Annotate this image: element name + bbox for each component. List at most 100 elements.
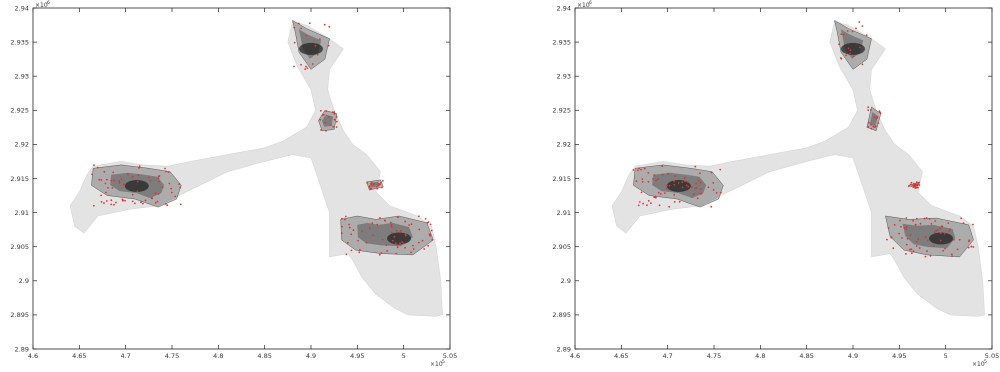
x-axis-multiplier: ×10 <box>972 361 985 368</box>
data-point <box>899 219 901 222</box>
data-point <box>909 248 911 251</box>
data-point <box>916 240 918 243</box>
data-point <box>381 186 383 189</box>
data-point <box>424 218 427 220</box>
y-tick-label: 2.905 <box>10 243 29 251</box>
y-tick-label: 2.915 <box>10 175 29 183</box>
data-point <box>408 224 410 226</box>
data-point <box>901 237 903 239</box>
data-point <box>840 57 843 60</box>
data-point <box>170 191 173 194</box>
data-point <box>429 223 432 226</box>
data-point <box>127 173 129 176</box>
y-tick-label: 2.925 <box>552 107 571 115</box>
x-tick-label: 4.9 <box>848 352 858 360</box>
data-point <box>693 193 695 196</box>
data-point <box>949 228 951 231</box>
data-point <box>637 169 639 172</box>
data-point <box>637 204 640 207</box>
data-point <box>929 255 932 257</box>
data-point <box>697 179 700 182</box>
data-point <box>687 185 690 188</box>
data-point <box>933 245 935 247</box>
data-point <box>914 223 917 226</box>
data-point <box>386 250 388 252</box>
data-point <box>867 126 870 128</box>
data-point <box>640 168 642 171</box>
y-tick-label: 2.905 <box>552 243 571 251</box>
y-axis-exponent: 6 <box>589 0 592 6</box>
data-point <box>379 181 382 184</box>
data-point <box>915 181 918 184</box>
x-tick-label: 4.95 <box>350 352 364 360</box>
data-point <box>395 229 398 232</box>
data-point <box>404 233 407 236</box>
data-point <box>641 178 644 180</box>
data-point <box>361 230 363 233</box>
data-point <box>647 199 650 202</box>
data-point <box>324 121 327 124</box>
data-point <box>642 202 644 205</box>
data-point <box>390 221 392 224</box>
region-polygon <box>69 21 443 317</box>
data-point <box>951 255 953 257</box>
data-point <box>350 233 353 236</box>
data-point <box>345 253 348 256</box>
data-point <box>699 192 702 195</box>
dense-spot <box>387 232 412 245</box>
data-point <box>418 215 420 218</box>
data-point <box>852 55 855 58</box>
data-point <box>930 222 933 225</box>
y-tick-label: 2.93 <box>557 73 571 81</box>
data-point <box>305 65 307 68</box>
data-point <box>926 250 928 253</box>
data-point <box>913 185 916 188</box>
data-point <box>846 30 849 32</box>
data-point <box>136 190 139 193</box>
data-point <box>700 188 702 190</box>
data-point <box>910 252 913 255</box>
data-point <box>341 217 343 220</box>
data-point <box>956 248 959 251</box>
data-point <box>699 172 701 175</box>
data-point <box>404 246 406 249</box>
dense-spot <box>299 42 323 55</box>
data-point <box>390 232 393 234</box>
data-point <box>712 189 715 191</box>
data-point <box>947 222 950 225</box>
data-point <box>710 171 713 174</box>
data-point <box>695 187 698 189</box>
data-point <box>100 179 103 181</box>
data-point <box>179 186 182 189</box>
data-point <box>646 204 648 207</box>
data-point <box>673 201 676 203</box>
region-polygon <box>611 21 985 317</box>
data-point <box>372 234 375 237</box>
y-tick-label: 2.93 <box>15 73 29 81</box>
data-point <box>875 117 877 120</box>
data-point <box>638 167 641 170</box>
data-point <box>142 202 144 205</box>
data-point <box>340 232 343 235</box>
data-point <box>673 183 676 186</box>
data-point <box>314 44 317 47</box>
data-point <box>840 33 843 36</box>
data-point <box>657 191 660 194</box>
data-point <box>939 227 942 230</box>
data-point <box>664 192 666 195</box>
data-point <box>104 182 107 185</box>
data-point <box>635 180 638 183</box>
data-point <box>695 182 697 185</box>
data-point <box>913 183 916 186</box>
data-point <box>178 183 181 186</box>
data-point <box>972 223 974 226</box>
data-point <box>366 182 368 184</box>
data-point <box>710 205 713 208</box>
data-point <box>306 67 309 69</box>
data-point <box>376 223 379 226</box>
data-point <box>110 203 113 206</box>
data-point <box>335 116 338 118</box>
data-point <box>333 118 336 121</box>
data-point <box>358 251 361 254</box>
data-point <box>98 178 101 181</box>
